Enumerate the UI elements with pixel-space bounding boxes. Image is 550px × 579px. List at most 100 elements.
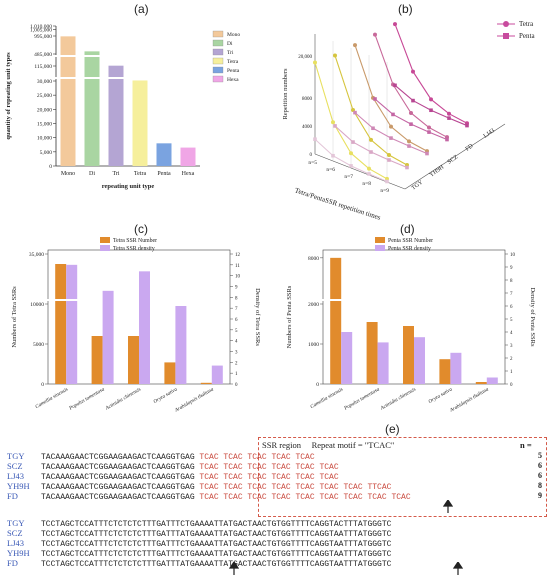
y-tick-label-chart-c: 0 [41,382,44,388]
bar-density-chart-c [102,290,114,384]
series-point-b [411,69,415,74]
series-line-b [394,23,468,124]
series-point-b [429,97,433,102]
ssr-region-box [258,437,547,517]
x-tick-label-a: Tri [112,171,119,177]
snp-arrow-2 [229,562,239,575]
x-tick-label-b: n=5 [308,160,317,166]
bar-a [156,143,172,166]
y-tick-label-a: 15,000 [37,122,52,128]
x-tick-label-chart-d: Arabidopsis thaliana [448,386,490,412]
ssr-region-label: SSR region [262,440,301,450]
series-point-b [389,124,393,129]
legend-swatch-a [212,48,224,56]
z-tick-label-b: LJ43 [483,128,496,140]
legend-label-chart-d: Penta SSR density [388,246,431,252]
series-point-b [387,158,391,162]
series-point-b [313,137,317,142]
series-point-b [369,150,373,154]
legend-label-b: Tetra [519,20,534,28]
y2-tick-label-chart-d: 1 [510,370,513,375]
alignment-row: YH9H TCCTAGCTCCATTTCTCTCTCTTTGATTTCTGAAAA… [7,548,542,559]
x-tick-label-b: n=6 [326,167,335,173]
bar-a [132,80,148,166]
x-tick-label-chart-d: Populus tomentosa [342,386,381,412]
legend-marker-b [503,21,509,27]
legend-marker-b [503,33,509,39]
sequence-name: LJ43 [7,471,24,481]
y2-tick-label-chart-c: 3 [235,351,238,356]
sequence-name: LJ43 [7,538,24,548]
series-point-b [353,43,357,48]
sequence-name: TGY [7,518,25,528]
y-axis-label-b: Repetition numbers [282,68,289,120]
legend-label-chart-c: Tetra SSR density [113,246,155,252]
series-point-b [385,179,389,184]
series-point-b [393,22,397,27]
ssr-motif-repeats: TCAC TCAC TCAC TCAC TCAC [194,453,315,462]
bar-density-chart-d [414,337,425,384]
sequence-name: FD [7,491,18,501]
ssr-region-header: SSR region Repeat motif = "TCAC" [262,440,394,450]
bar-number-chart-d [330,257,342,384]
bar-number-chart-d [403,326,414,384]
alignment-row: LJ43 TCCTAGCTCCATTTCTCTCTCTTTGATTTCTGAAAA… [7,538,542,549]
repeat-count: 6 [538,461,542,470]
x-tick-label-a: Penta [157,171,171,177]
n-label: n = [520,440,532,450]
y2-tick-label-chart-d: 10 [510,253,516,258]
y-tick-label-a: 485,000 [34,52,52,58]
bar-number-chart-c [91,336,103,384]
bar-density-chart-c [211,365,223,384]
y2-tick-label-chart-c: 8 [235,296,238,301]
y-tick-label-chart-c: 5000 [33,342,44,348]
series-point-b [427,125,431,130]
ssr-motif-repeats: TCAC TCAC TCAC TCAC TCAC TCAC [194,463,339,472]
bar-number-chart-c [164,362,176,384]
series-line-b [374,34,448,138]
y-tick-label-chart-c: 35,000 [29,252,44,258]
y2-tick-label-chart-c: 7 [235,307,238,312]
legend-swatch-chart-c [100,237,110,243]
series-point-b [407,144,411,148]
y-tick-label-b: 0 [310,153,313,158]
legend-swatch-a [212,75,224,83]
legend-label-a: Hexa [227,77,239,83]
sequence-bases: TACAAAGAACTCGGAAGAAGACTCAAGGTGAG [41,473,195,482]
bar-a [180,147,196,166]
sequence-name: FD [7,558,18,568]
y2-tick-label-chart-d: 4 [510,331,513,336]
alignment-row: YH9H TACAAAGAACTCGGAAGAAGACTCAAGGTGAG TCA… [7,481,542,492]
series-point-b [405,165,409,170]
x-tick-label-chart-c: Camellia sinensis [34,387,69,411]
x-tick-label-a: Hexa [182,171,195,177]
sequence-bases: TACAAAGAACTCGGAAGAAGACTCAAGGTGAG [41,493,195,502]
y-tick-label-a: 115,000 [34,64,52,70]
y-tick-label-chart-d: 1000 [308,342,319,348]
x-tick-label-b: n=8 [362,181,371,187]
series-point-b [391,112,395,117]
legend-swatch-chart-c [100,245,110,251]
y-tick-label-b: 20,000 [298,55,312,60]
y-tick-label-a: 995,000 [34,34,52,40]
bar-number-chart-c [55,264,67,384]
y-tick-label-a: 20,000 [37,107,52,113]
x-axis-label-b: Tetra/PentaSSR repetition times [294,186,382,221]
sequence-bases: TCCTAGCTCCATTTCTCTCTCTTTGATTTATGAAAATTAT… [41,530,392,539]
z-tick-label-b: YH9H [429,164,446,178]
legend-swatch-a [212,30,224,38]
x-axis-label-a: repeating unit type [102,183,155,190]
bar-a [84,51,100,167]
y-tick-label-a: 1,010,000 [30,24,52,30]
x-tick-label-chart-d: Actinidia chinensis [379,387,417,412]
legend-label-a: Tri [227,50,234,56]
y-tick-label-chart-d: 8000 [308,256,319,262]
y2-tick-label-chart-c: 11 [235,264,240,269]
legend-swatch-chart-d [375,237,385,243]
y-tick-label-b: 8000 [302,97,313,102]
y2-tick-label-chart-d: 8 [510,279,513,284]
series-point-b [425,151,429,156]
alignment-row: FD TACAAAGAACTCGGAAGAAGACTCAAGGTGAG TCAC … [7,491,542,502]
series-point-b [369,137,373,142]
series-point-b [373,97,377,101]
